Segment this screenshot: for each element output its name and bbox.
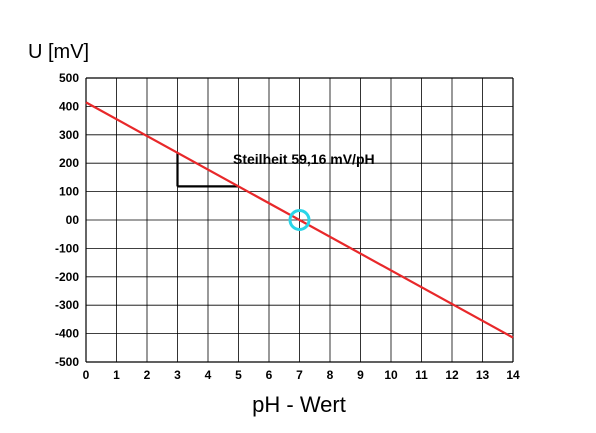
series-layer — [85, 101, 514, 339]
x-tick-label: 4 — [205, 368, 212, 382]
slope-annotation: Steilheit 59,16 mV/pH — [233, 151, 375, 167]
x-tick-label: 12 — [445, 368, 459, 382]
y-tick-label: 100 — [59, 185, 79, 199]
y-tick-label: -200 — [55, 270, 79, 284]
y-tick-label: 200 — [59, 156, 79, 170]
x-tick-label: 8 — [327, 368, 334, 382]
y-tick-label: -500 — [55, 355, 79, 369]
x-tick-label: 7 — [296, 368, 303, 382]
x-tick-label: 14 — [506, 368, 520, 382]
y-tick-label: 500 — [59, 71, 79, 85]
tick-labels: 0 1 2 3 4 5 6 7 8 9 10 11 12 13 1450040030020010000-10… — [55, 71, 520, 382]
x-tick-label: 1 — [113, 368, 120, 382]
y-tick-label: -100 — [55, 241, 79, 255]
x-tick-label: 13 — [476, 368, 490, 382]
x-tick-label: 2 — [144, 368, 151, 382]
x-tick-label: 5 — [235, 368, 242, 382]
y-tick-label: 00 — [66, 213, 80, 227]
y-tick-label: -400 — [55, 327, 79, 341]
y-tick-label: -300 — [55, 298, 79, 312]
y-tick-label: 300 — [59, 128, 79, 142]
x-tick-label: 6 — [266, 368, 273, 382]
y-tick-label: 400 — [59, 99, 79, 113]
x-tick-label: 10 — [384, 368, 398, 382]
x-tick-label: 11 — [415, 368, 428, 382]
series-line — [85, 101, 514, 339]
isopotential-marker — [288, 209, 311, 231]
x-tick-label: 3 — [174, 368, 181, 382]
x-axis-label: pH - Wert — [252, 392, 346, 417]
x-tick-label: 0 — [83, 368, 90, 382]
marker-layer — [288, 209, 311, 231]
grid — [85, 77, 514, 363]
y-axis-label: U [mV] — [28, 41, 89, 63]
x-tick-label: 9 — [357, 368, 364, 382]
slope-triangle — [176, 152, 239, 188]
